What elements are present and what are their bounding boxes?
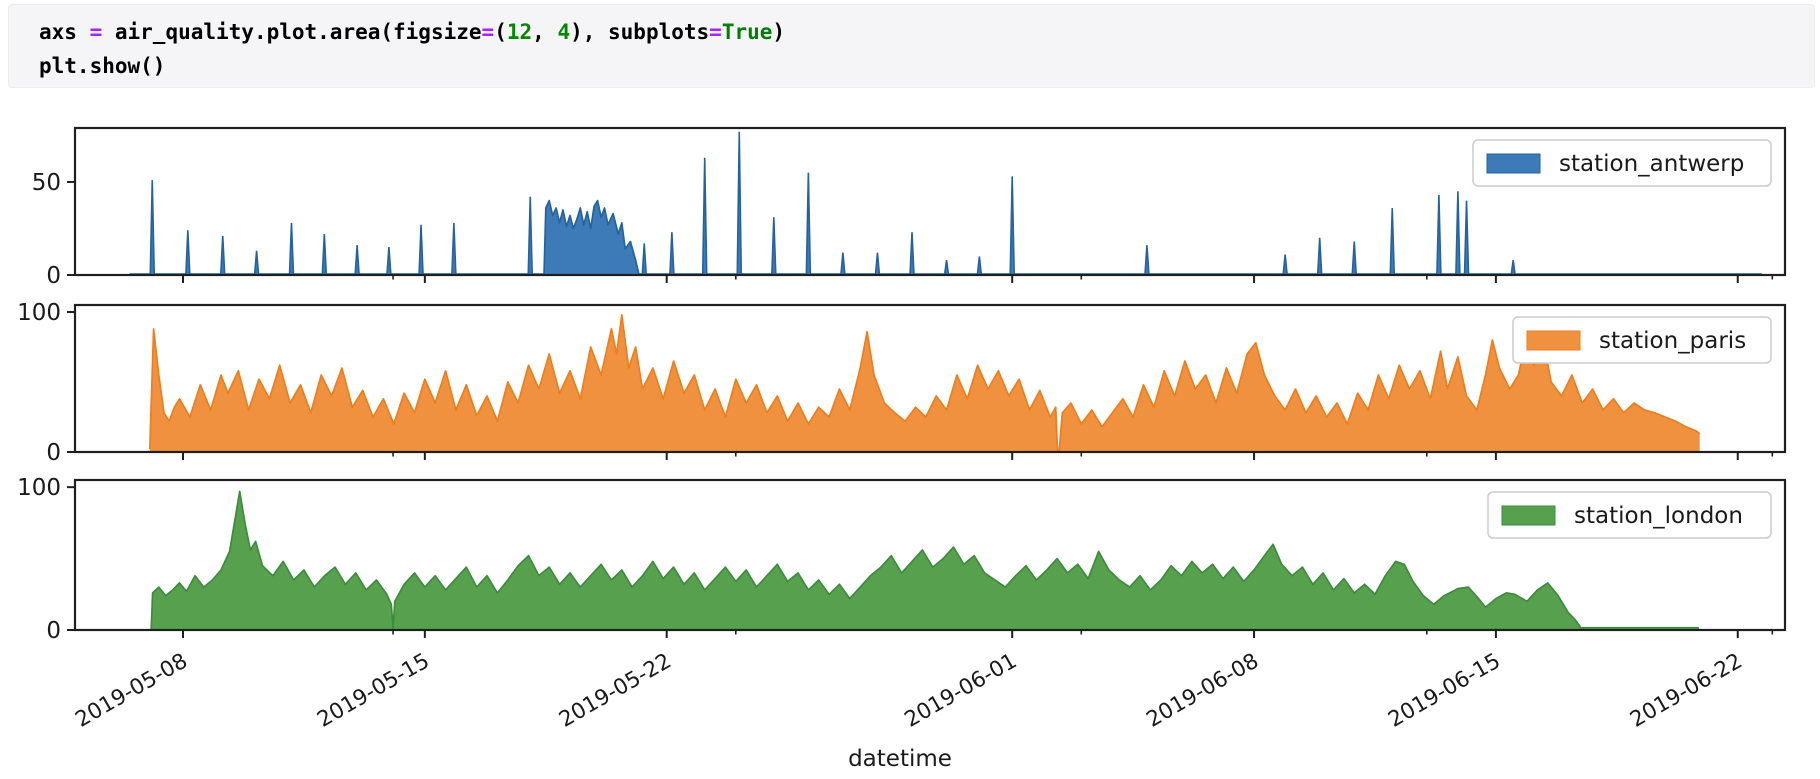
series-station_antwerp	[129, 131, 1762, 275]
series-station_paris	[148, 313, 1701, 452]
code-token: 12	[506, 20, 533, 44]
data-spike	[1282, 254, 1288, 275]
data-spike	[1463, 200, 1470, 275]
data-spike	[451, 222, 457, 275]
data-spike	[840, 252, 846, 275]
data-spike	[386, 247, 392, 275]
area-line	[543, 199, 640, 275]
data-spike	[219, 235, 226, 275]
code-token: axs	[39, 20, 90, 44]
code-token: air_quality.plot.area(figsize	[102, 20, 482, 44]
code-token: )	[772, 20, 786, 44]
data-spike	[976, 256, 983, 275]
series-station_london	[150, 490, 1700, 630]
data-spike	[253, 250, 260, 275]
data-spike	[418, 224, 424, 275]
data-spike	[527, 196, 534, 275]
data-spike	[736, 131, 743, 275]
subplot-frame-station_paris	[73, 303, 1787, 454]
data-spike	[288, 222, 295, 275]
legend-swatch-icon	[1501, 505, 1556, 526]
code-line-1: axs = air_quality.plot.area(figsize=(12,…	[39, 15, 1814, 49]
x-tick-label: 2019-05-22	[555, 649, 676, 733]
data-spike	[669, 232, 675, 275]
code-token: ,	[532, 20, 558, 44]
code-token: =	[709, 20, 722, 44]
code-token: True	[721, 20, 773, 44]
area-line	[150, 490, 1582, 630]
plot-figure: 0 50 station_antwerp 0 100 station_paris 0 100 2…	[0, 95, 1820, 774]
x-axis-title: datetime	[848, 746, 952, 772]
x-tick-label: 2019-06-15	[1384, 649, 1505, 733]
code-token: =	[481, 20, 495, 44]
figure-svg: 0 50 station_antwerp 0 100 station_paris 0 100 2…	[17, 126, 1787, 772]
data-spike	[321, 234, 328, 275]
y-tick-label: 100	[17, 300, 61, 326]
x-tick-label: 2019-06-22	[1626, 649, 1747, 733]
legend-label: station_london	[1574, 503, 1743, 529]
subplot-frame-station_antwerp	[73, 126, 1787, 277]
legend-box-station_paris	[1512, 316, 1772, 364]
data-spike	[1389, 207, 1396, 275]
data-spike	[1436, 194, 1442, 275]
code-token: (	[494, 20, 507, 44]
legend-box-station_antwerp	[1472, 139, 1772, 187]
legend-swatch-icon	[1486, 153, 1541, 174]
area-fill	[151, 491, 1581, 630]
data-spike	[1351, 241, 1358, 275]
data-spike	[354, 245, 360, 275]
data-spike	[1455, 191, 1461, 275]
x-tick-label: 2019-06-08	[1142, 649, 1263, 733]
y-tick-label: 0	[46, 263, 61, 289]
x-tick-label: 2019-05-15	[313, 649, 434, 733]
data-spike	[805, 172, 812, 275]
area-fill	[544, 200, 640, 275]
code-token: =	[89, 20, 103, 44]
x-tick-label: 2019-06-01	[900, 649, 1021, 733]
code-cell[interactable]: axs = air_quality.plot.area(figsize=(12,…	[8, 4, 1815, 88]
y-tick-label: 100	[17, 475, 61, 501]
x-tick-label: 2019-05-08	[71, 649, 192, 733]
data-spike	[1316, 237, 1323, 275]
data-spike	[909, 232, 915, 275]
code-token: plt.show()	[39, 54, 166, 78]
y-tick-label: 50	[32, 170, 61, 196]
legend-box-station_london	[1487, 491, 1772, 539]
code-token: 4	[557, 20, 571, 44]
data-spike	[874, 252, 881, 275]
legend-label: station_antwerp	[1559, 151, 1744, 177]
data-spike	[771, 217, 777, 275]
data-spike	[1144, 245, 1150, 275]
area-fill	[149, 314, 1700, 452]
data-spike	[943, 259, 950, 275]
code-token: ), subplots	[570, 20, 710, 44]
data-spike	[185, 230, 191, 275]
data-spike	[1009, 176, 1016, 275]
data-spike	[641, 243, 648, 275]
data-spike	[149, 180, 156, 275]
legend-label: station_paris	[1599, 328, 1746, 354]
y-tick-label: 0	[46, 618, 61, 644]
y-tick-label: 0	[46, 440, 61, 466]
subplot-frame-station_london	[73, 478, 1787, 632]
code-line-2: plt.show()	[39, 49, 1814, 83]
data-spike	[1510, 259, 1516, 275]
legend-swatch-icon	[1526, 330, 1581, 351]
area-line	[148, 313, 1701, 452]
data-spike	[701, 157, 708, 275]
